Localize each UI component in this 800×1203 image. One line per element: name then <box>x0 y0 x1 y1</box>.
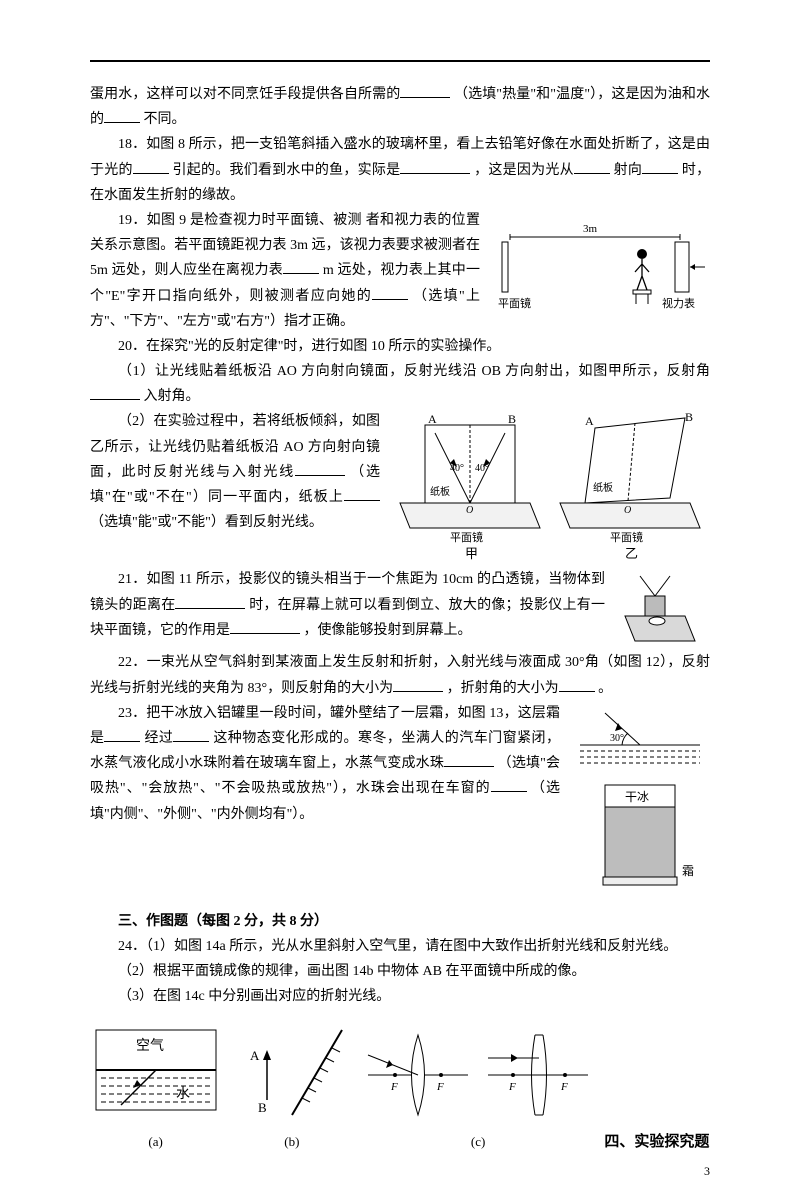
fig10: A B 40° 40° 纸板 O 平面镜 甲 A B 纸板 O 平面镜 <box>390 413 710 563</box>
svg-text:F: F <box>390 1081 398 1093</box>
blank <box>90 385 140 400</box>
svg-text:A: A <box>250 1048 260 1063</box>
blank <box>491 777 527 792</box>
svg-text:水: 水 <box>176 1086 190 1102</box>
q24-2: （2）根据平面镜成像的规律，画出图 14b 中物体 AB 在平面镜中所成的像。 <box>90 959 710 984</box>
svg-text:平面镜: 平面镜 <box>610 530 643 544</box>
q23-block: 30° 干冰 霜 23．把干冰放入铝罐里一段时间，罐外壁结了一层霜，如图 13，… <box>90 701 710 909</box>
text: ，这是因为光从 <box>474 163 574 178</box>
blank <box>400 83 450 98</box>
blank <box>400 159 470 174</box>
text: 射向 <box>614 163 643 178</box>
svg-text:A: A <box>585 414 594 428</box>
svg-text:F: F <box>560 1081 568 1093</box>
q20-p1: （1）让光线贴着纸板沿 AO 方向射向镜面，反射光线沿 OB 方向射出，如图甲所… <box>90 359 710 409</box>
blank <box>173 727 209 742</box>
q17-tail: 蛋用水，这样可以对不同烹饪手段提供各自所需的 （选填"热量"和"温度"），这是因… <box>90 82 710 132</box>
blank <box>393 677 443 692</box>
svg-text:干冰: 干冰 <box>625 790 649 804</box>
caption: (a) <box>91 1130 221 1153</box>
svg-text:霜: 霜 <box>682 864 694 878</box>
svg-text:纸板: 纸板 <box>430 485 450 498</box>
svg-text:甲: 甲 <box>465 546 478 561</box>
text: （选填"能"或"不能"）看到反射光线。 <box>90 515 323 530</box>
blank <box>230 619 300 634</box>
text: 经过 <box>144 731 173 746</box>
page-number: 3 <box>704 1161 710 1183</box>
q24-3: （3）在图 14c 中分别画出对应的折射光线。 <box>90 984 710 1009</box>
q20-p2-block: A B 40° 40° 纸板 O 平面镜 甲 A B 纸板 O 平面镜 <box>90 409 710 567</box>
svg-text:B: B <box>508 413 516 426</box>
caption: (b) <box>232 1130 352 1153</box>
svg-text:F: F <box>436 1081 444 1093</box>
text: 引起的。我们看到水中的鱼，实际是 <box>172 163 400 178</box>
svg-text:40°: 40° <box>475 463 489 474</box>
fig14-row: 空气 水 (a) <box>90 1020 710 1153</box>
mirror-label: 平面镜 <box>498 296 531 310</box>
text: 蛋用水，这样可以对不同烹饪手段提供各自所需的 <box>90 87 400 102</box>
svg-text:F: F <box>508 1081 516 1093</box>
fig12-13: 30° 干冰 霜 <box>570 705 710 905</box>
top-rule <box>90 60 710 62</box>
blank <box>559 677 595 692</box>
blank <box>642 159 678 174</box>
text: 入射角。 <box>144 389 200 404</box>
blank <box>344 486 380 501</box>
blank <box>133 159 169 174</box>
body: 蛋用水，这样可以对不同烹饪手段提供各自所需的 （选填"热量"和"温度"），这是因… <box>90 82 710 1153</box>
blank <box>104 727 140 742</box>
blank <box>175 594 245 609</box>
blank <box>372 285 408 300</box>
text: （1）让光线贴着纸板沿 AO 方向射向镜面，反射光线沿 OB 方向射出，如图甲所… <box>118 364 710 379</box>
q22: 22．一束光从空气斜射到某液面上发生反射和折射，入射光线与液面成 30°角（如图… <box>90 650 710 700</box>
fig14a: 空气 水 (a) <box>91 1020 221 1153</box>
dist-label: 3m <box>583 223 598 235</box>
blank <box>574 159 610 174</box>
fig11 <box>615 571 710 646</box>
caption: (c) <box>363 1130 593 1153</box>
q18: 18．如图 8 所示，把一支铅笔斜插入盛水的玻璃杯里，看上去铅笔好像在水面处折断… <box>90 132 710 208</box>
svg-text:B: B <box>685 413 693 424</box>
text: 。 <box>598 681 612 696</box>
text: ，使像能够投射到屏幕上。 <box>304 623 472 638</box>
svg-text:平面镜: 平面镜 <box>450 530 483 544</box>
blank <box>295 461 345 476</box>
text: 20．在探究"光的反射定律"时，进行如图 10 所示的实验操作。 <box>118 339 500 354</box>
fig14b: A B (b) <box>232 1020 352 1153</box>
blank <box>283 259 319 274</box>
svg-text:纸板: 纸板 <box>593 481 613 494</box>
text: 不同。 <box>144 112 186 127</box>
blank <box>444 752 494 767</box>
text: 19．如图 9 是检查视力时平面镜、被测 <box>118 213 362 228</box>
q24-1: 24．（1）如图 14a 所示，光从水里斜射入空气里，请在图中大致作出折射光线和… <box>90 934 710 959</box>
svg-text:乙: 乙 <box>625 546 638 561</box>
svg-text:空气: 空气 <box>136 1038 164 1054</box>
svg-text:30°: 30° <box>610 733 624 744</box>
chart-label: 视力表 <box>662 296 695 310</box>
svg-text:40°: 40° <box>450 463 464 474</box>
section4-title: 四、实验探究题 <box>604 1132 709 1153</box>
svg-text:O: O <box>624 505 631 516</box>
svg-text:O: O <box>466 505 473 516</box>
svg-text:A: A <box>428 413 437 426</box>
fig9: 3m 平面镜 视力表 <box>490 212 710 322</box>
text: ，折射角的大小为 <box>447 681 559 696</box>
q19-block: 3m 平面镜 视力表 19．如图 <box>90 208 710 334</box>
q20-intro: 20．在探究"光的反射定律"时，进行如图 10 所示的实验操作。 <box>90 334 710 359</box>
section3-title: 三、作图题（每图 2 分，共 8 分） <box>90 909 710 934</box>
blank <box>104 108 140 123</box>
svg-text:B: B <box>258 1100 267 1115</box>
fig14c: F F F F (c) <box>363 1020 593 1153</box>
q21-block: 21．如图 11 所示，投影仪的镜头相当于一个焦距为 10cm 的凸透镜，当物体… <box>90 567 710 650</box>
